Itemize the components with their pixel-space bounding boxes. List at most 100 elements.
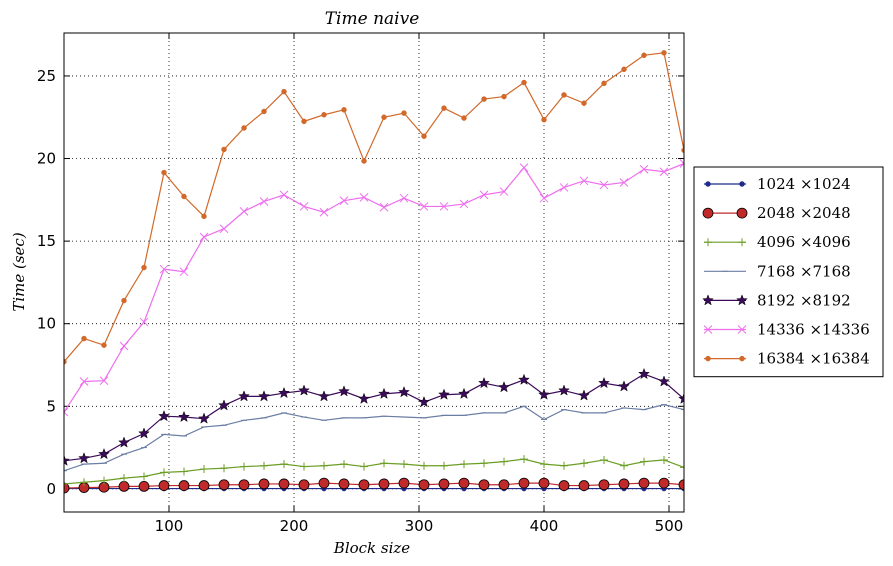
x-tick-label: 500 — [655, 517, 684, 535]
legend-marker — [739, 181, 745, 187]
data-point — [459, 199, 469, 209]
data-point — [520, 455, 528, 464]
series-5 — [64, 159, 684, 417]
data-point — [100, 476, 108, 485]
data-point — [300, 462, 308, 471]
data-point — [600, 455, 608, 464]
legend-marker — [702, 207, 714, 219]
series-line — [64, 162, 684, 413]
legend-marker — [705, 181, 711, 187]
legend-marker — [736, 294, 748, 306]
data-point — [340, 460, 348, 469]
data-point — [319, 207, 329, 217]
data-point — [438, 478, 450, 490]
legend-marker — [738, 238, 746, 247]
y-tick-label: 5 — [46, 397, 56, 415]
data-point — [381, 114, 387, 120]
data-point — [680, 463, 684, 472]
data-point — [598, 376, 610, 389]
data-point — [158, 480, 170, 491]
data-point — [241, 125, 247, 131]
data-point — [338, 385, 350, 397]
series-4 — [64, 367, 684, 466]
data-point — [380, 459, 388, 468]
data-point — [298, 384, 310, 396]
data-point — [418, 395, 430, 408]
axis-ticks: 100 200 300 400 500 0 5 10 15 20 25 — [37, 33, 684, 535]
data-point — [379, 202, 389, 212]
data-point — [140, 472, 148, 481]
series-6 — [64, 50, 684, 365]
data-point — [240, 462, 248, 471]
data-point — [359, 192, 369, 202]
legend-marker — [702, 294, 714, 306]
data-point — [119, 341, 129, 351]
data-point — [519, 163, 529, 172]
series-line — [64, 458, 684, 485]
data-point — [358, 479, 370, 491]
data-point — [139, 317, 149, 327]
legend-label: 4096 ×4096 — [757, 233, 851, 251]
data-point — [320, 461, 328, 470]
legend-label: 2048 ×2048 — [757, 204, 851, 222]
data-point — [559, 183, 569, 192]
legend-marker — [736, 207, 748, 219]
legend-marker — [737, 325, 747, 334]
data-point — [460, 460, 468, 469]
data-point — [398, 477, 410, 489]
data-point — [501, 93, 507, 100]
data-point — [601, 80, 607, 87]
data-point — [541, 116, 547, 123]
legend-label: 1024 ×1024 — [757, 175, 851, 193]
data-point — [540, 460, 548, 469]
data-point — [178, 480, 190, 491]
data-point — [581, 100, 587, 106]
data-point — [259, 197, 269, 206]
data-point — [498, 381, 510, 393]
data-point — [200, 465, 208, 474]
legend-item: 7168 ×7168 — [704, 262, 851, 280]
data-point — [641, 52, 647, 59]
data-point — [478, 376, 490, 389]
data-point — [620, 461, 628, 470]
series-group — [64, 50, 684, 494]
data-point — [179, 267, 189, 277]
legend-item: 2048 ×2048 — [702, 204, 851, 222]
series-2 — [64, 455, 684, 488]
y-tick-label: 15 — [37, 232, 56, 250]
data-point — [578, 389, 590, 401]
data-point — [678, 392, 684, 404]
data-point — [299, 202, 309, 211]
data-point — [499, 187, 509, 196]
legend-item: 8192 ×8192 — [702, 291, 851, 309]
data-point — [658, 477, 670, 489]
data-point — [198, 480, 210, 491]
data-point — [81, 335, 87, 342]
data-point — [681, 147, 684, 154]
data-point — [599, 180, 609, 190]
legend-marker — [704, 238, 712, 247]
data-point — [280, 460, 288, 469]
data-point — [218, 399, 230, 411]
data-point — [361, 158, 367, 164]
data-point — [661, 50, 667, 56]
data-point — [401, 110, 407, 116]
data-point — [658, 375, 670, 387]
data-point — [638, 477, 650, 489]
data-point — [420, 461, 428, 470]
data-point — [321, 112, 327, 118]
data-point — [281, 88, 287, 95]
data-point — [500, 457, 508, 466]
legend-label: 8192 ×8192 — [757, 291, 851, 309]
legend-item: 1024 ×1024 — [704, 175, 851, 193]
data-point — [64, 479, 68, 488]
x-tick-label: 100 — [155, 517, 184, 535]
series-1 — [64, 477, 684, 494]
data-point — [478, 479, 490, 491]
data-point — [341, 107, 347, 113]
data-point — [558, 384, 570, 396]
data-point — [481, 96, 487, 102]
data-point — [198, 412, 210, 424]
data-point — [458, 477, 470, 489]
